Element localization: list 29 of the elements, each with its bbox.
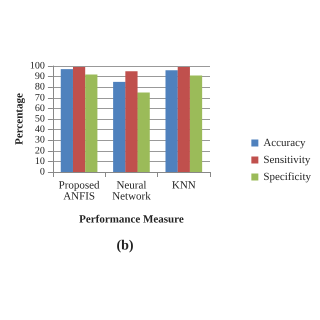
x-tick-label: Neural Network (112, 180, 152, 202)
y-tick-label: 30 (34, 134, 45, 146)
text: (b) (116, 238, 134, 254)
bar (72, 67, 86, 172)
y-tick-label: 0 (40, 166, 45, 178)
y-tick-label: 20 (34, 145, 45, 156)
x-tick-label: KNN (172, 180, 196, 192)
bar (165, 70, 178, 172)
bar (125, 71, 138, 172)
y-axis-title: Percentage (13, 93, 26, 145)
x-axis-title: Performance Measure (79, 214, 184, 226)
y-tick-label: 100 (30, 60, 45, 72)
bar (113, 82, 126, 172)
y-tick-label: 70 (34, 92, 45, 104)
legend-label: Sensitivity (263, 154, 311, 166)
legend-label: Accuracy (263, 137, 306, 149)
bar (60, 69, 73, 172)
legend-label: Specificity (263, 171, 312, 183)
y-tick-label: 10 (34, 156, 45, 167)
y-tick-label: 90 (34, 71, 45, 82)
bar (190, 76, 202, 172)
y-tick-label: 80 (34, 82, 45, 93)
bar (138, 92, 150, 172)
x-tick-label: Proposed ANFIS (58, 180, 100, 202)
y-tick-label: 60 (34, 102, 45, 114)
y-tick-label: 40 (34, 124, 45, 136)
bar (85, 74, 98, 172)
bar (178, 67, 190, 172)
y-tick-label: 50 (34, 114, 45, 124)
